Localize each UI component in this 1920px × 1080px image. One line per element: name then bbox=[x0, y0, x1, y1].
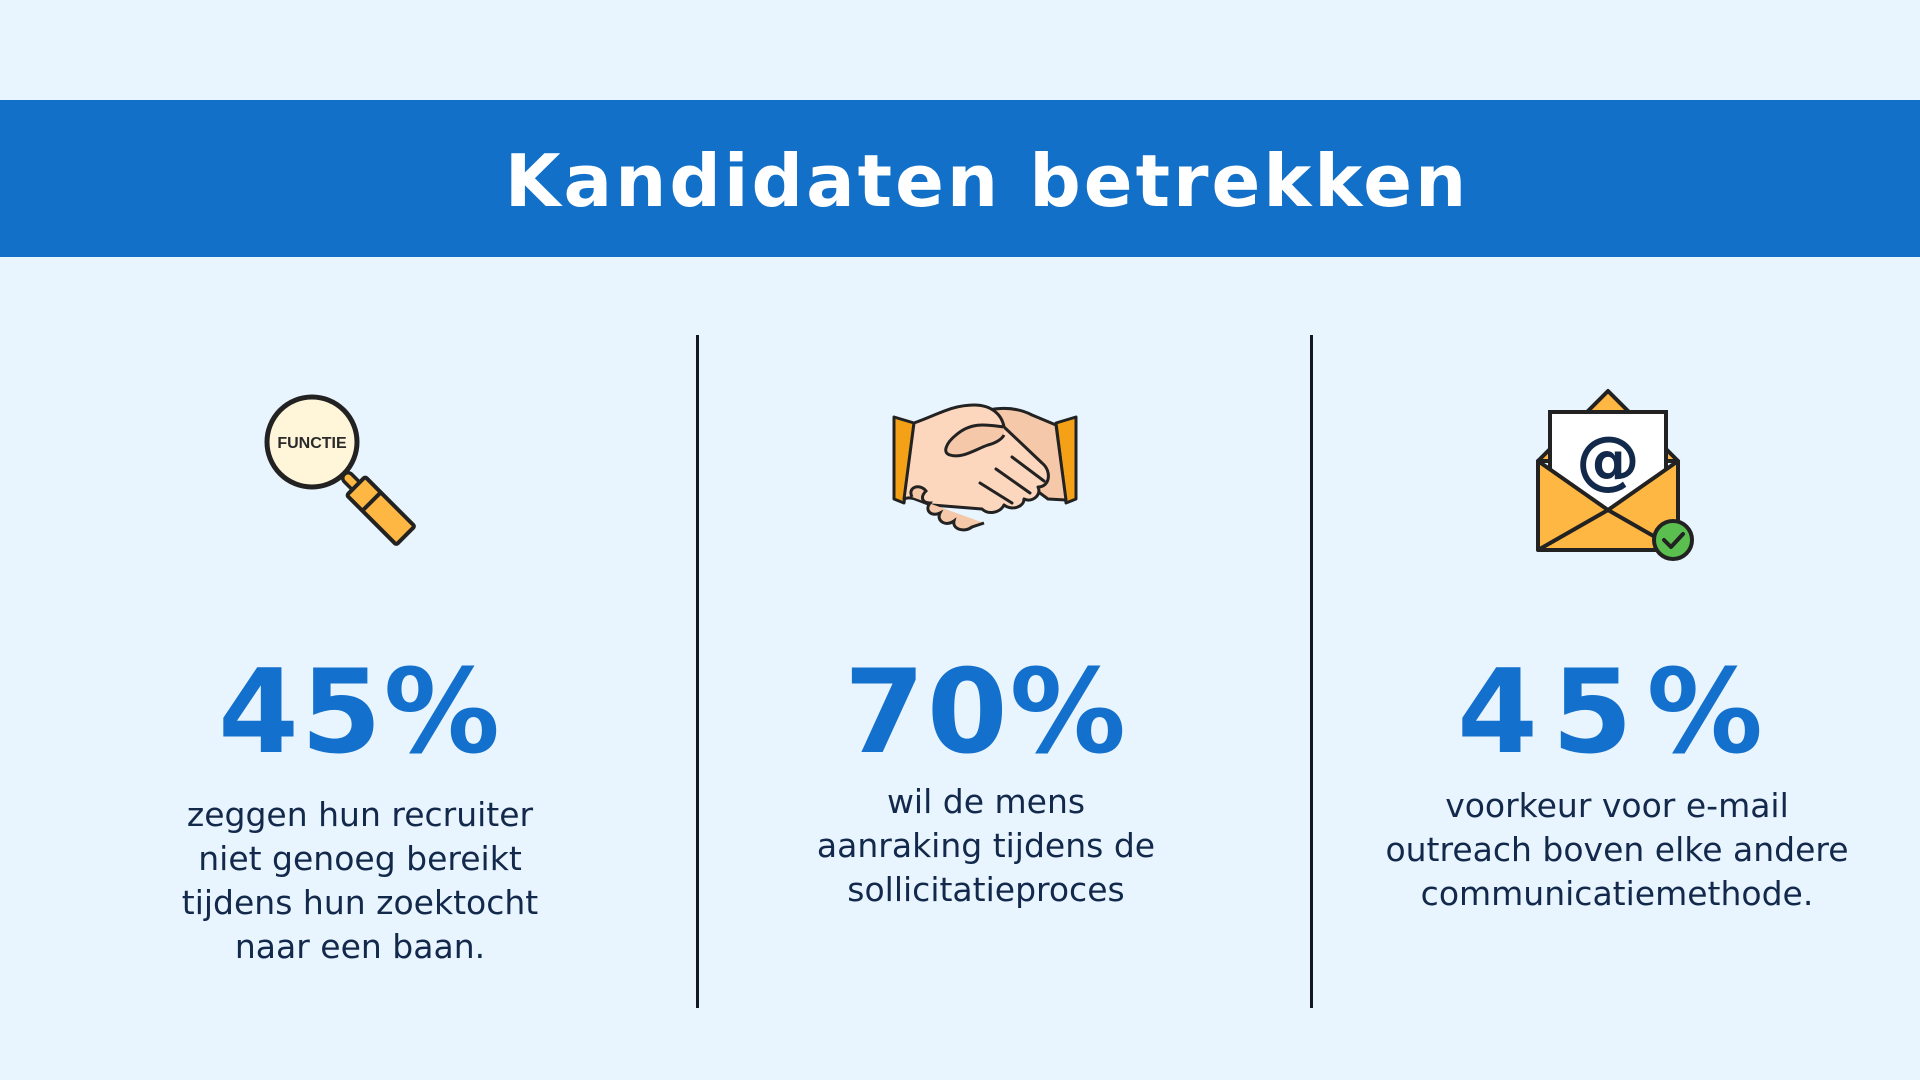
column-divider-2 bbox=[1310, 335, 1313, 1008]
stat-value: 70% bbox=[844, 645, 1128, 780]
title-banner: Kandidaten betrekken bbox=[0, 100, 1920, 257]
stat-description-line: wil de mens bbox=[886, 782, 1086, 821]
stat-description-line: sollicitatieproces bbox=[847, 870, 1125, 909]
stat-description-line: tijdens hun zoektocht bbox=[181, 883, 539, 922]
stat-description: wil de mens aanraking tijdens de sollici… bbox=[706, 780, 1266, 912]
stat-description: voorkeur voor e-mail outreach boven elke… bbox=[1337, 784, 1897, 916]
page-title: Kandidaten betrekken bbox=[504, 138, 1470, 223]
stat-description-line: niet genoeg bereikt bbox=[198, 839, 522, 878]
svg-text:FUNCTIE: FUNCTIE bbox=[277, 435, 347, 452]
stat-description: zeggen hun recruiter niet genoeg bereikt… bbox=[80, 793, 640, 969]
stat-description-line: zeggen hun recruiter bbox=[186, 795, 534, 834]
stat-description-line: voorkeur voor e-mail bbox=[1445, 786, 1789, 825]
stat-value: 45% bbox=[218, 645, 502, 780]
stat-description-line: communicatiemethode. bbox=[1420, 874, 1814, 913]
stat-description-line: aanraking tijdens de bbox=[816, 826, 1156, 865]
magnifier-icon: FUNCTIE bbox=[260, 390, 440, 564]
stat-description-line: outreach boven elke andere bbox=[1385, 830, 1849, 869]
stat-description-line: naar een baan. bbox=[234, 927, 486, 966]
svg-text:@: @ bbox=[1576, 424, 1640, 498]
handshake-icon bbox=[892, 395, 1082, 549]
stat-value: 45% bbox=[1457, 645, 1777, 780]
column-divider-1 bbox=[696, 335, 699, 1008]
email-envelope-icon: @ bbox=[1533, 388, 1703, 572]
